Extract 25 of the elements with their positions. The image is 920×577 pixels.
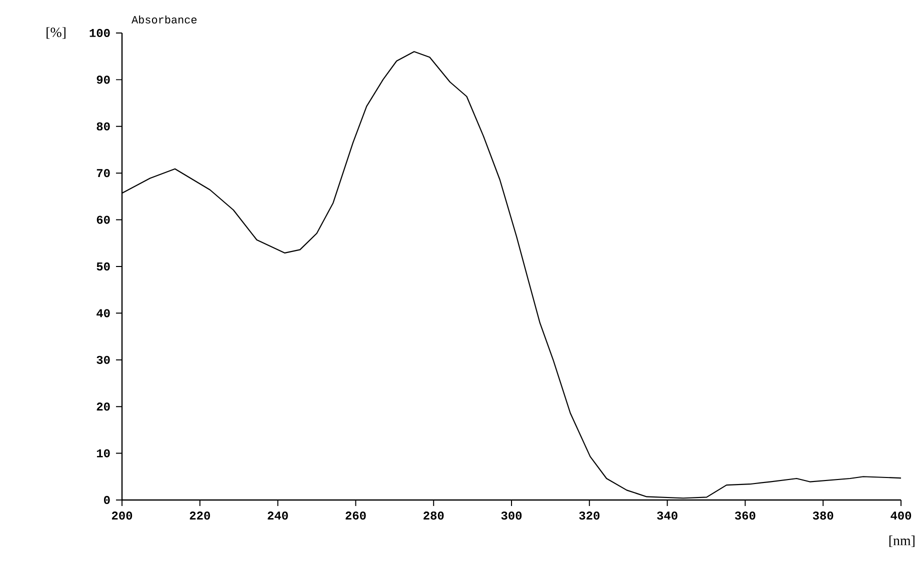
- x-tick-label: 220: [190, 512, 210, 520]
- x-tick-label: 240: [268, 512, 288, 520]
- chart-title: Absorbance: [132, 15, 197, 24]
- x-tick-label: 260: [346, 512, 366, 520]
- x-tick-label: 380: [812, 512, 834, 520]
- x-tick-label: 320: [579, 512, 600, 520]
- y-axis-title: [%]: [46, 27, 66, 39]
- y-tick-label: 30: [96, 356, 110, 364]
- y-tick-label: 40: [96, 309, 110, 318]
- y-tick-label: 0: [104, 496, 110, 504]
- x-tick-label: 360: [734, 512, 756, 520]
- x-tick-label: 200: [112, 512, 132, 520]
- x-tick-label: 280: [424, 512, 444, 520]
- x-axis-title: [nm]: [889, 535, 914, 548]
- y-tick-label: 70: [96, 169, 110, 178]
- y-tick-label: 20: [96, 402, 110, 411]
- y-tick-label: 100: [90, 28, 110, 38]
- y-tick-label: 60: [96, 216, 110, 224]
- y-tick-label: 10: [96, 449, 110, 458]
- y-tick-label: 50: [96, 262, 110, 271]
- x-tick-label: 400: [890, 512, 912, 520]
- y-tick-label: 80: [96, 122, 110, 130]
- y-tick-label: 90: [96, 76, 110, 84]
- x-tick-label: 300: [501, 512, 522, 520]
- x-tick-label: 340: [657, 512, 678, 520]
